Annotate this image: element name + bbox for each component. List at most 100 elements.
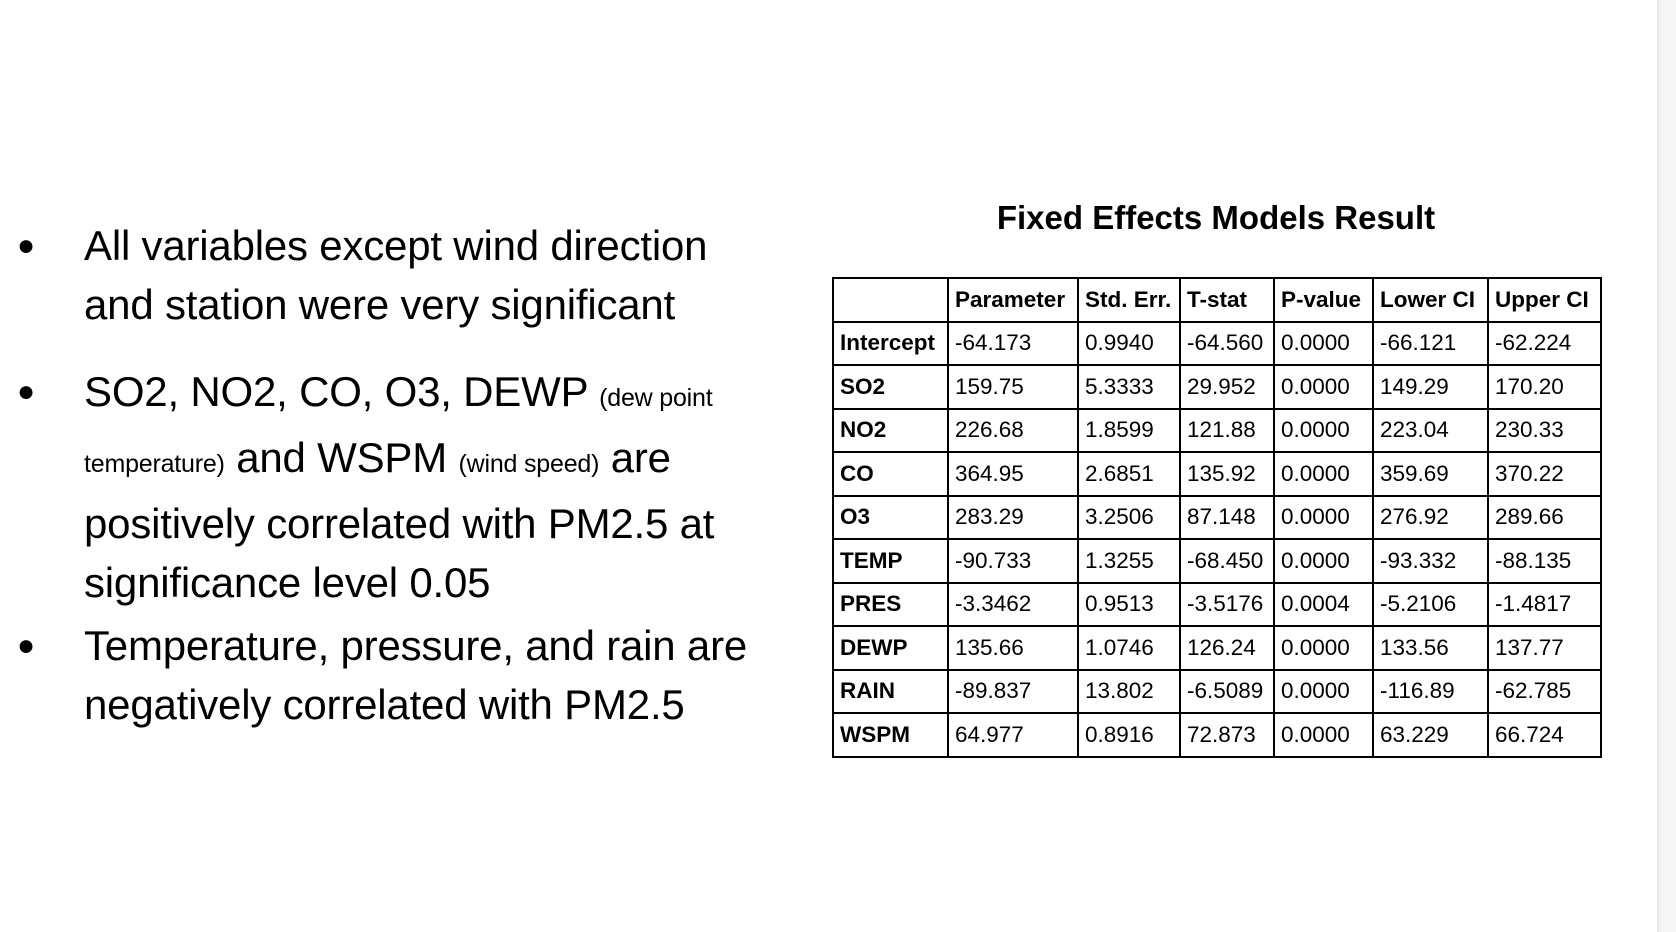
value-cell: 137.77 xyxy=(1487,625,1602,671)
value-cell: 0.0000 xyxy=(1273,625,1374,671)
table-row: NO2 226.68 1.8599 121.88 0.0000 223.04 230.33 xyxy=(832,407,1602,453)
value-cell: 0.0000 xyxy=(1273,320,1374,366)
value-cell: 126.24 xyxy=(1179,625,1275,671)
value-cell: 230.33 xyxy=(1487,407,1602,453)
value-cell: 0.0000 xyxy=(1273,538,1374,584)
value-cell: 0.0000 xyxy=(1273,407,1374,453)
table-row: PRES -3.3462 0.9513 -3.5176 0.0004 -5.2106 -1.… xyxy=(832,581,1602,627)
header-cell: T-stat xyxy=(1179,277,1275,323)
value-cell: 370.22 xyxy=(1487,451,1602,497)
value-cell: 223.04 xyxy=(1372,407,1489,453)
value-cell: -116.89 xyxy=(1372,668,1489,714)
table-row: TEMP -90.733 1.3255 -68.450 0.0000 -93.332 -88… xyxy=(832,538,1602,584)
value-cell: -68.450 xyxy=(1179,538,1275,584)
header-cell: Parameter xyxy=(947,277,1079,323)
value-cell: -66.121 xyxy=(1372,320,1489,366)
value-cell: 0.9513 xyxy=(1077,581,1181,627)
bullet-marker: ● xyxy=(17,229,36,262)
value-cell: 0.0000 xyxy=(1273,668,1374,714)
header-cell: Lower CI xyxy=(1372,277,1489,323)
row-label-cell: DEWP xyxy=(832,625,949,671)
row-label-cell: NO2 xyxy=(832,407,949,453)
value-cell: 63.229 xyxy=(1372,712,1489,758)
scrollbar-track[interactable] xyxy=(1657,0,1676,932)
table-row: CO 364.95 2.6851 135.92 0.0000 359.69 370.22 xyxy=(832,451,1602,497)
value-cell: 87.148 xyxy=(1179,494,1275,540)
bullet-text: All variables except wind direction and … xyxy=(84,222,708,328)
value-cell: -90.733 xyxy=(947,538,1079,584)
value-cell: 0.9940 xyxy=(1077,320,1181,366)
value-cell: 364.95 xyxy=(947,451,1079,497)
row-label-cell: RAIN xyxy=(832,668,949,714)
header-cell: Std. Err. xyxy=(1077,277,1181,323)
value-cell: 1.3255 xyxy=(1077,538,1181,584)
table-title: Fixed Effects Models Result xyxy=(996,199,1436,236)
value-cell: 149.29 xyxy=(1372,364,1489,410)
table-body: Intercept -64.173 0.9940 -64.560 0.0000 -66.1… xyxy=(832,320,1602,758)
value-cell: 3.2506 xyxy=(1077,494,1181,540)
value-cell: -5.2106 xyxy=(1372,581,1489,627)
value-cell: 5.3333 xyxy=(1077,364,1181,410)
value-cell: -6.5089 xyxy=(1179,668,1275,714)
value-cell: 13.802 xyxy=(1077,668,1181,714)
value-cell: 159.75 xyxy=(947,364,1079,410)
bullet-note: (dew point temperature) xyxy=(84,384,713,478)
bullet-text-segment: are positively correlated with PM2.5 at … xyxy=(84,434,715,606)
value-cell: 1.0746 xyxy=(1077,625,1181,671)
value-cell: 359.69 xyxy=(1372,451,1489,497)
value-cell: 72.873 xyxy=(1179,712,1275,758)
value-cell: 0.0000 xyxy=(1273,364,1374,410)
value-cell: 276.92 xyxy=(1372,494,1489,540)
bullet-text: SO2, NO2, CO, O3, DEWP (dew point temper… xyxy=(84,362,764,612)
bullet-marker: ● xyxy=(17,629,36,662)
value-cell: -64.560 xyxy=(1179,320,1275,366)
value-cell: 170.20 xyxy=(1487,364,1602,410)
value-cell: -62.785 xyxy=(1487,668,1602,714)
row-label-cell: PRES xyxy=(832,581,949,627)
row-label-cell: SO2 xyxy=(832,364,949,410)
bullet-note: (wind speed) xyxy=(458,450,600,478)
value-cell: -62.224 xyxy=(1487,320,1602,366)
row-label-cell: WSPM xyxy=(832,712,949,758)
value-cell: 289.66 xyxy=(1487,494,1602,540)
value-cell: 29.952 xyxy=(1179,364,1275,410)
value-cell: -93.332 xyxy=(1372,538,1489,584)
value-cell: 64.977 xyxy=(947,712,1079,758)
value-cell: 66.724 xyxy=(1487,712,1602,758)
value-cell: -88.135 xyxy=(1487,538,1602,584)
header-cell: Upper CI xyxy=(1487,277,1602,323)
value-cell: 2.6851 xyxy=(1077,451,1181,497)
table-row: DEWP 135.66 1.0746 126.24 0.0000 133.56 137.77 xyxy=(832,625,1602,671)
value-cell: 226.68 xyxy=(947,407,1079,453)
header-cell: P-value xyxy=(1273,277,1374,323)
value-cell: 135.92 xyxy=(1179,451,1275,497)
bullet-text-segment: SO2, NO2, CO, O3, DEWP xyxy=(84,368,588,415)
value-cell: 135.66 xyxy=(947,625,1079,671)
value-cell: 1.8599 xyxy=(1077,407,1181,453)
table-row: RAIN -89.837 13.802 -6.5089 0.0000 -116.89 -62… xyxy=(832,668,1602,714)
table-header-row: Parameter Std. Err. T-stat P-value Lower… xyxy=(832,277,1602,323)
table-row: O3 283.29 3.2506 87.148 0.0000 276.92 289.66 xyxy=(832,494,1602,540)
value-cell: -1.4817 xyxy=(1487,581,1602,627)
value-cell: -89.837 xyxy=(947,668,1079,714)
value-cell: 0.0000 xyxy=(1273,451,1374,497)
value-cell: 283.29 xyxy=(947,494,1079,540)
row-label-cell: TEMP xyxy=(832,538,949,584)
value-cell: 0.0000 xyxy=(1273,712,1374,758)
value-cell: -3.5176 xyxy=(1179,581,1275,627)
bullet-text-segment: and WSPM xyxy=(236,434,448,481)
row-label-cell: O3 xyxy=(832,494,949,540)
table-row: SO2 159.75 5.3333 29.952 0.0000 149.29 170.20 xyxy=(832,364,1602,410)
header-cell xyxy=(832,277,949,323)
bullet-marker: ● xyxy=(17,375,36,408)
value-cell: -64.173 xyxy=(947,320,1079,366)
value-cell: 133.56 xyxy=(1372,625,1489,671)
bullet-text: Temperature, pressure, and rain are nega… xyxy=(84,622,748,728)
row-label-cell: CO xyxy=(832,451,949,497)
value-cell: 0.0000 xyxy=(1273,494,1374,540)
results-table: Parameter Std. Err. T-stat P-value Lower… xyxy=(832,277,1602,758)
table-row: WSPM 64.977 0.8916 72.873 0.0000 63.229 66.724 xyxy=(832,712,1602,758)
row-label-cell: Intercept xyxy=(832,320,949,366)
value-cell: -3.3462 xyxy=(947,581,1079,627)
